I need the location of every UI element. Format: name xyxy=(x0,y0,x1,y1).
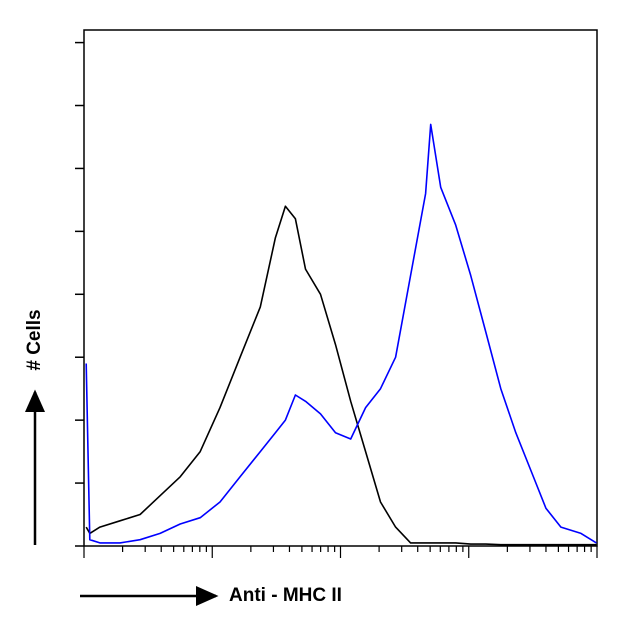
y-axis-label: # Cells xyxy=(24,309,45,370)
histogram-line xyxy=(85,205,597,546)
histogram-line xyxy=(85,123,597,544)
x-axis-label: Anti - MHC II xyxy=(229,585,342,606)
plot-frame xyxy=(83,29,598,547)
